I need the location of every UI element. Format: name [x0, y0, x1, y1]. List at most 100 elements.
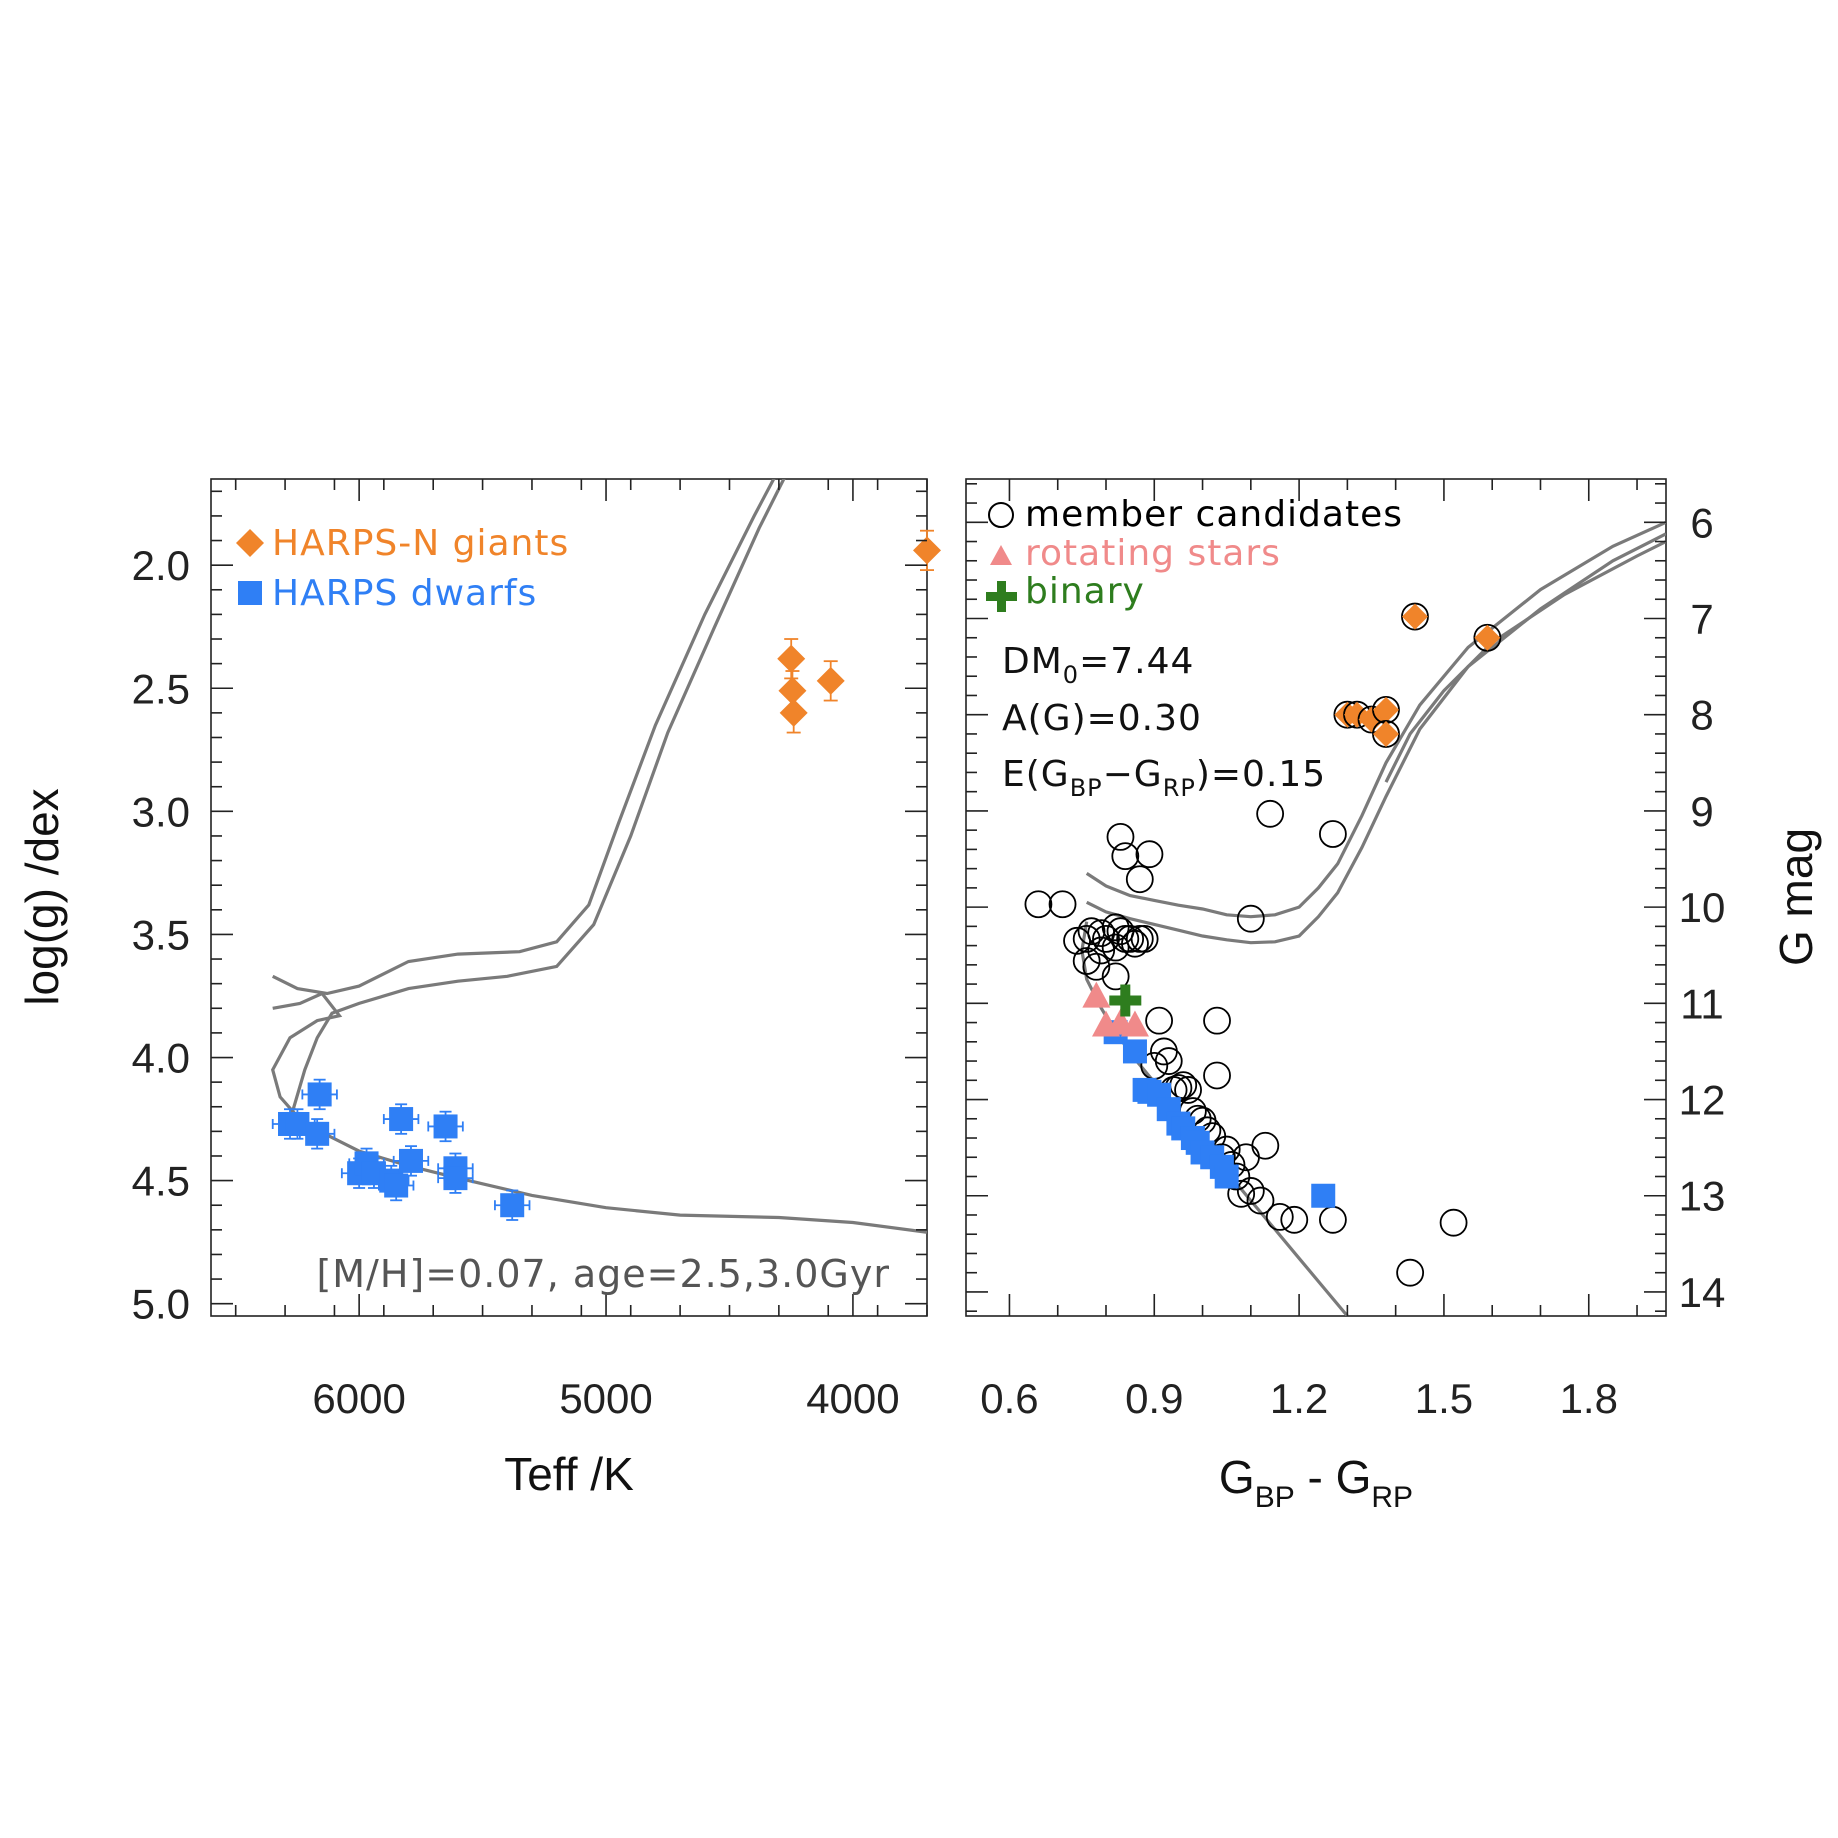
dwarf-point — [443, 1166, 468, 1191]
dwarf-point — [398, 1148, 423, 1173]
dwarf-point — [389, 1107, 414, 1132]
right-panel: 0.6 0.9 1.2 1.5 1.8 6 7 8 9 10 11 12 13 14 member can… — [965, 478, 1822, 1514]
giant-point — [1373, 696, 1399, 723]
y-tick-label: 2.0 — [132, 542, 190, 589]
candidate-point — [1280, 1205, 1309, 1234]
left-x-axis-label: Teff /K — [504, 1448, 634, 1500]
distance-modulus-annotation: DM0=7.44 — [1002, 641, 1194, 689]
candidate-point — [1106, 822, 1135, 851]
legend-dwarfs-marker — [238, 581, 262, 605]
y-tick-label: 9 — [1690, 788, 1713, 835]
left-y-axis-label: log(g) /dex — [16, 788, 68, 1005]
candidate-point — [1082, 952, 1111, 981]
y-tick-label: 12 — [1679, 1077, 1726, 1124]
candidate-point — [1130, 924, 1159, 953]
y-tick-label: 13 — [1679, 1173, 1726, 1220]
giant-point — [1474, 624, 1501, 651]
right-data-points — [1024, 602, 1502, 1287]
isochrone-line — [1085, 520, 1666, 919]
rotating-point — [1082, 981, 1111, 1008]
y-tick-label: 3.5 — [132, 911, 190, 958]
candidate-point — [1318, 1205, 1347, 1234]
candidate-point — [1101, 962, 1130, 991]
y-tick-label: 4.0 — [132, 1035, 190, 1082]
giant-point — [778, 676, 807, 705]
giant-point — [1373, 720, 1399, 747]
candidate-point — [1072, 924, 1101, 953]
candidate-point — [1227, 1179, 1256, 1208]
candidate-point — [1024, 890, 1053, 919]
right-plot-frame — [965, 478, 1667, 1317]
legend-binary-label: binary — [1025, 571, 1145, 612]
giant-point — [816, 666, 845, 695]
legend-dwarfs-label: HARPS dwarfs — [272, 573, 537, 614]
right-x-axis-label: GBP - GRP — [1219, 1451, 1413, 1514]
legend-rotating-label: rotating stars — [1025, 533, 1281, 574]
dwarf-point — [307, 1082, 332, 1107]
giant-point — [913, 536, 941, 565]
rotating-point — [1120, 1010, 1149, 1037]
candidate-point — [1396, 1258, 1425, 1287]
x-tick-label: 5000 — [559, 1375, 652, 1422]
legend-giants-marker — [236, 529, 264, 557]
left-isochrones — [270, 479, 927, 1234]
candidate-point — [1077, 917, 1106, 946]
isochrone-line — [270, 991, 927, 1234]
x-tick-label: 0.9 — [1125, 1375, 1183, 1422]
x-tick-label: 4000 — [806, 1375, 899, 1422]
y-tick-label: 10 — [1679, 884, 1726, 931]
giant-point — [779, 698, 808, 727]
candidate-point — [1048, 890, 1077, 919]
reddening-annotation: E(GBP−GRP)=0.15 — [1002, 754, 1326, 802]
dwarf-point — [500, 1193, 525, 1218]
y-tick-label: 3.0 — [132, 788, 190, 835]
isochrone-line — [283, 479, 786, 1132]
candidate-point — [1265, 1203, 1294, 1231]
x-tick-label: 6000 — [312, 1375, 405, 1422]
left-data-points — [278, 536, 941, 1218]
isochrone-line — [1384, 540, 1666, 783]
legend-rotating-marker — [990, 545, 1012, 565]
dwarf-point — [1311, 1183, 1336, 1208]
candidate-point — [1256, 799, 1285, 828]
candidate-point — [1087, 936, 1116, 965]
legend-giants-label: HARPS-N giants — [272, 523, 569, 564]
left-plot-frame — [210, 478, 928, 1317]
x-tick-label: 1.5 — [1415, 1375, 1473, 1422]
candidate-point — [1145, 1006, 1174, 1035]
candidate-point — [1135, 840, 1164, 869]
y-tick-label: 11 — [1680, 980, 1724, 1027]
left-axis-ticks: 6000 5000 4000 2.0 2.5 3.0 3.5 4.0 4.5 5.0 — [132, 479, 928, 1422]
candidate-point — [1154, 1047, 1183, 1075]
candidate-point — [1063, 926, 1091, 955]
x-tick-label: 1.2 — [1270, 1375, 1328, 1422]
right-y-axis-label: G mag — [1770, 828, 1822, 966]
isochrone-line — [271, 479, 776, 996]
y-tick-label: 7 — [1690, 596, 1713, 643]
y-tick-label: 14 — [1679, 1269, 1726, 1316]
giant-point — [777, 644, 806, 673]
candidate-point — [1236, 1177, 1265, 1205]
legend-candidates-marker — [988, 502, 1014, 528]
candidate-point — [1092, 924, 1120, 953]
candidate-point — [1125, 865, 1154, 894]
left-panel: 6000 5000 4000 2.0 2.5 3.0 3.5 4.0 4.5 5.0 HARPS-… — [16, 478, 941, 1500]
dwarf-point — [1214, 1164, 1239, 1189]
x-tick-label: 1.8 — [1560, 1375, 1618, 1422]
y-tick-label: 5.0 — [132, 1281, 190, 1328]
y-tick-label: 4.5 — [132, 1158, 190, 1205]
metallicity-age-annotation: [M/H]=0.07, age=2.5,3.0Gyr — [316, 1252, 890, 1296]
candidate-point — [1116, 924, 1145, 953]
y-tick-label: 2.5 — [132, 665, 190, 712]
candidate-point — [1150, 1037, 1178, 1066]
left-error-bars — [271, 529, 934, 1221]
candidate-point — [1246, 1186, 1275, 1215]
candidate-point — [1318, 820, 1347, 848]
legend-binary-marker — [986, 581, 1017, 612]
dwarf-point — [305, 1121, 330, 1146]
candidate-point — [1072, 947, 1101, 975]
candidate-point — [1101, 933, 1130, 962]
candidate-point — [1439, 1208, 1468, 1237]
y-tick-label: 8 — [1690, 692, 1713, 739]
